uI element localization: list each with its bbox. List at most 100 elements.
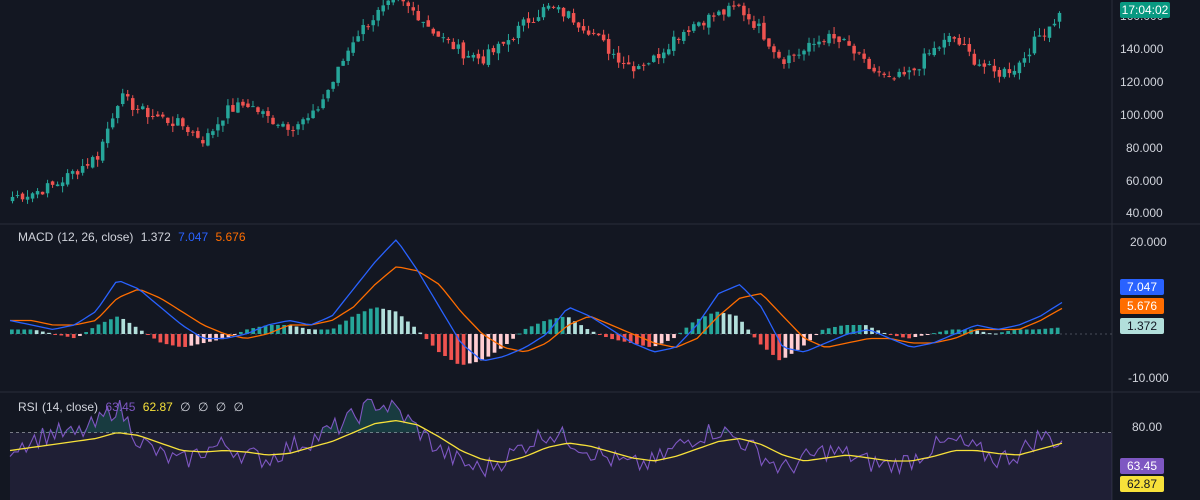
candle-body xyxy=(591,32,596,34)
macd-line-value: 7.047 xyxy=(178,230,209,244)
candle-body xyxy=(471,54,476,58)
price-tick: 60.000 xyxy=(1126,174,1163,188)
candle-body xyxy=(747,14,751,20)
macd-signal-value: 5.676 xyxy=(215,230,246,244)
candle-body xyxy=(35,191,40,195)
macd-histogram-bar xyxy=(195,334,200,345)
candle-body xyxy=(1047,26,1052,38)
candle-body xyxy=(140,106,145,110)
candle-body xyxy=(992,65,997,72)
candle-body xyxy=(376,9,380,21)
macd-histogram-bar xyxy=(851,325,856,334)
macd-histogram-bar xyxy=(28,329,33,334)
macd-histogram-bar xyxy=(474,334,478,363)
macd-histogram-bar xyxy=(777,334,782,361)
candle-body xyxy=(792,54,796,56)
candle-body xyxy=(641,64,646,66)
macd-hist-value: 1.372 xyxy=(140,230,171,244)
candle-body xyxy=(151,115,155,117)
macd-histogram-bar xyxy=(628,334,633,343)
candle-body xyxy=(306,117,310,121)
candle-body xyxy=(115,106,120,119)
macd-histogram-bar xyxy=(981,331,986,334)
candle-body xyxy=(371,20,375,26)
macd-histogram-bar xyxy=(814,334,819,336)
candle-body xyxy=(907,70,911,73)
candle-body xyxy=(251,106,255,108)
macd-histogram-bar xyxy=(696,318,701,334)
macd-histogram-bar xyxy=(22,329,27,334)
candle-body xyxy=(596,33,601,36)
candle-body xyxy=(166,117,170,123)
candle-body xyxy=(962,43,967,45)
candle-body xyxy=(346,50,350,61)
candle-body xyxy=(201,140,205,144)
candle-body xyxy=(276,124,280,126)
candle-body xyxy=(697,22,701,26)
macd-histogram-bar xyxy=(802,334,806,346)
candle-body xyxy=(661,52,666,59)
candle-body xyxy=(286,124,290,130)
macd-histogram-bar xyxy=(127,322,132,334)
macd-histogram-bar xyxy=(764,334,769,350)
candle-body xyxy=(752,21,756,28)
candle-body xyxy=(682,31,686,41)
macd-histogram-bar xyxy=(375,307,379,334)
rsi-band xyxy=(10,432,1112,500)
macd-histogram-bar xyxy=(517,333,522,335)
candle-body xyxy=(1022,58,1027,63)
candle-body xyxy=(211,131,215,135)
candle-body xyxy=(336,66,340,83)
candle-body xyxy=(551,6,556,8)
macd-histogram-bar xyxy=(238,331,243,334)
candle-body xyxy=(125,94,130,97)
macd-histogram-bar xyxy=(381,308,386,334)
macd-histogram-bar xyxy=(344,320,348,334)
candle-body xyxy=(847,41,851,46)
price-tick: 40.000 xyxy=(1126,206,1163,220)
candle-body xyxy=(842,38,846,40)
rsi-ma-line xyxy=(9,419,1063,463)
candle-body xyxy=(95,156,100,160)
candle-body xyxy=(892,78,896,80)
candle-body xyxy=(411,7,416,11)
candle-body xyxy=(581,26,586,31)
candle-body xyxy=(1012,70,1017,75)
candle-body xyxy=(822,41,826,43)
candle-body xyxy=(712,15,716,17)
macd-histogram-bar xyxy=(170,334,175,346)
candle-body xyxy=(316,109,320,111)
macd-histogram-bar xyxy=(40,331,45,334)
candle-body xyxy=(1052,23,1057,26)
macd-histogram-bar xyxy=(944,330,949,334)
macd-histogram-bar xyxy=(833,326,837,334)
macd-histogram-bar xyxy=(888,334,893,335)
macd-histogram-bar xyxy=(183,334,187,347)
macd-histogram-bar xyxy=(548,319,553,334)
candle-body xyxy=(1032,36,1037,54)
macd-histogram-bar xyxy=(331,328,336,334)
macd-histogram-bar xyxy=(319,329,324,334)
macd-histogram-bar xyxy=(962,329,967,334)
candle-body xyxy=(100,141,105,161)
macd-histogram-bar xyxy=(325,329,330,334)
candle-body xyxy=(476,53,481,59)
candle-body xyxy=(1057,12,1062,22)
macd-histogram-bar xyxy=(665,334,670,341)
macd-histogram-bar xyxy=(573,321,577,334)
candle-body xyxy=(506,40,511,45)
macd-histogram-bar xyxy=(133,326,138,334)
macd-histogram-bar xyxy=(139,330,144,334)
candle-body xyxy=(917,69,921,71)
candle-body xyxy=(301,119,305,125)
rsi-ma-value: 62.87 xyxy=(142,400,173,414)
candle-body xyxy=(972,53,977,65)
candle-body xyxy=(446,38,451,41)
histogram-badge: 1.372 xyxy=(1120,318,1164,334)
macd-histogram-bar xyxy=(455,334,460,364)
candle-body xyxy=(987,64,992,66)
price-tick: 140.000 xyxy=(1120,42,1164,56)
rsi-extra-value: ∅ xyxy=(180,400,191,414)
macd-histogram-bar xyxy=(913,334,918,338)
